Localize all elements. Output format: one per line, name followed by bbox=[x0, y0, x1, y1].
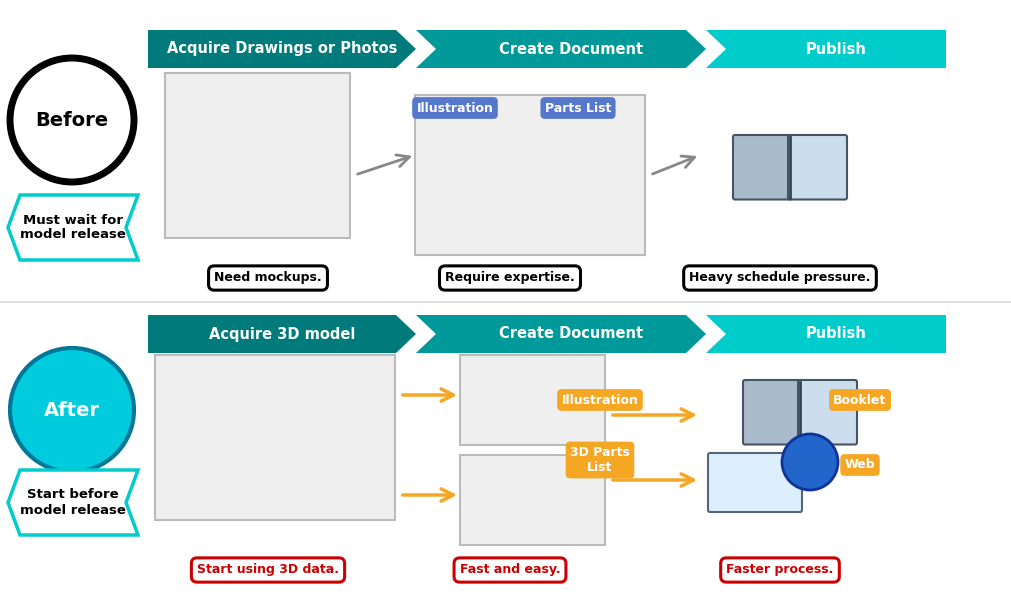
Text: Need mockups.: Need mockups. bbox=[214, 272, 321, 284]
Polygon shape bbox=[706, 315, 945, 353]
Polygon shape bbox=[416, 315, 706, 353]
Polygon shape bbox=[416, 30, 706, 68]
Circle shape bbox=[10, 58, 133, 182]
Text: Booklet: Booklet bbox=[832, 393, 886, 406]
Polygon shape bbox=[8, 195, 137, 260]
Bar bbox=[460, 455, 605, 545]
Circle shape bbox=[10, 348, 133, 472]
Text: Must wait for
model release: Must wait for model release bbox=[20, 213, 125, 242]
Text: Acquire Drawings or Photos: Acquire Drawings or Photos bbox=[167, 42, 396, 57]
FancyBboxPatch shape bbox=[708, 453, 801, 512]
FancyBboxPatch shape bbox=[788, 135, 846, 199]
Text: Heavy schedule pressure.: Heavy schedule pressure. bbox=[688, 272, 869, 284]
Circle shape bbox=[782, 434, 837, 490]
Text: Require expertise.: Require expertise. bbox=[445, 272, 574, 284]
Polygon shape bbox=[8, 470, 137, 535]
FancyBboxPatch shape bbox=[798, 380, 856, 445]
Text: Publish: Publish bbox=[805, 42, 865, 57]
Bar bbox=[460, 355, 605, 445]
Text: Illustration: Illustration bbox=[561, 393, 638, 406]
Text: Before: Before bbox=[35, 111, 108, 129]
Polygon shape bbox=[148, 315, 416, 353]
Bar bbox=[155, 355, 394, 520]
Bar bbox=[165, 73, 350, 238]
FancyBboxPatch shape bbox=[742, 380, 801, 445]
Text: After: After bbox=[43, 400, 100, 420]
Text: Web: Web bbox=[844, 458, 875, 472]
Text: Start using 3D data.: Start using 3D data. bbox=[197, 564, 339, 576]
Text: Publish: Publish bbox=[805, 327, 865, 341]
Text: Acquire 3D model: Acquire 3D model bbox=[208, 327, 355, 341]
Text: Parts List: Parts List bbox=[544, 101, 611, 115]
Text: 3D Parts
List: 3D Parts List bbox=[569, 446, 629, 474]
Text: Create Document: Create Document bbox=[498, 327, 642, 341]
Text: Fast and easy.: Fast and easy. bbox=[459, 564, 560, 576]
Text: Create Document: Create Document bbox=[498, 42, 642, 57]
Bar bbox=[415, 95, 644, 255]
Polygon shape bbox=[706, 30, 945, 68]
Text: Illustration: Illustration bbox=[417, 101, 493, 115]
Polygon shape bbox=[148, 30, 416, 68]
Text: Faster process.: Faster process. bbox=[726, 564, 833, 576]
Text: Start before
model release: Start before model release bbox=[20, 489, 125, 516]
FancyBboxPatch shape bbox=[732, 135, 792, 199]
